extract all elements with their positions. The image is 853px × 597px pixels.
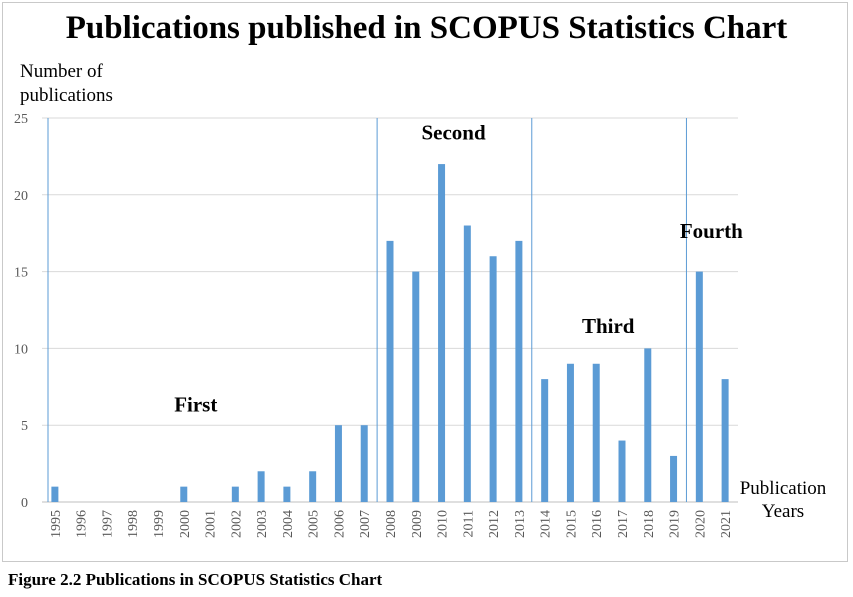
x-tick-label: 2017: [616, 510, 631, 538]
y-axis-label: Number of publications: [20, 61, 113, 106]
bar: [51, 486, 59, 502]
x-tick-label: 1998: [126, 510, 141, 538]
y-tick-label: 15: [14, 266, 28, 281]
bar: [180, 486, 188, 502]
bar: [257, 471, 265, 502]
bar: [721, 379, 729, 502]
x-tick-label: 2000: [178, 510, 193, 538]
y-tick-label: 0: [21, 496, 28, 511]
x-tick-label: 2007: [358, 510, 373, 538]
figure-caption: Figure 2.2 Publications in SCOPUS Statis…: [8, 570, 383, 589]
bar: [695, 271, 703, 502]
x-tick-label: 2010: [436, 510, 451, 538]
bar: [386, 240, 394, 502]
x-tick-label: 2013: [513, 510, 528, 538]
bar: [283, 486, 291, 502]
chart-title: Publications published in SCOPUS Statist…: [65, 10, 788, 46]
x-tick-label: 2008: [384, 510, 399, 538]
bar: [592, 363, 600, 502]
x-tick-label: 2003: [255, 510, 270, 538]
x-tick-label: 2019: [668, 510, 683, 538]
bar: [489, 256, 497, 502]
bar: [670, 455, 678, 502]
x-tick-label: 2004: [281, 510, 296, 538]
bar: [438, 164, 446, 502]
x-axis-label: Publication Years: [739, 478, 827, 522]
y-tick-label: 20: [14, 189, 28, 204]
bar: [541, 379, 549, 502]
x-tick-label: 2018: [642, 510, 657, 538]
x-tick-label: 2009: [410, 510, 425, 538]
x-tick-label: 1995: [49, 510, 64, 538]
x-tick-label: 1996: [75, 510, 90, 538]
region-label: Second: [421, 121, 486, 145]
bar: [515, 240, 523, 502]
bar: [463, 225, 471, 502]
y-tick-label: 10: [14, 342, 28, 357]
bar: [309, 471, 317, 502]
bar: [618, 440, 626, 502]
x-tick-label: 2020: [693, 510, 708, 538]
x-tick-label: 2016: [590, 510, 605, 538]
x-tick-label: 1999: [152, 510, 167, 538]
region-label: Third: [582, 314, 635, 338]
x-tick-label: 2002: [229, 510, 244, 538]
chart-frame: [2, 2, 848, 562]
x-tick-label: 2006: [332, 510, 347, 538]
x-tick-label: 2021: [719, 510, 734, 538]
x-tick-label: 2012: [487, 510, 502, 538]
bar: [644, 348, 652, 502]
x-tick-label: 2015: [564, 510, 579, 538]
bar: [566, 363, 574, 502]
y-tick-label: 5: [21, 419, 28, 434]
region-label: Fourth: [680, 219, 743, 243]
bar: [231, 486, 239, 502]
bar: [360, 425, 368, 502]
x-tick-label: 2005: [307, 510, 322, 538]
x-tick-label: 2011: [461, 510, 476, 537]
x-tick-label: 2001: [204, 510, 219, 538]
bar: [412, 271, 420, 502]
x-tick-label: 2014: [539, 510, 554, 538]
region-label: First: [174, 392, 217, 416]
x-tick-label: 1997: [100, 510, 115, 538]
bar: [334, 425, 342, 502]
y-tick-label: 25: [14, 112, 28, 127]
